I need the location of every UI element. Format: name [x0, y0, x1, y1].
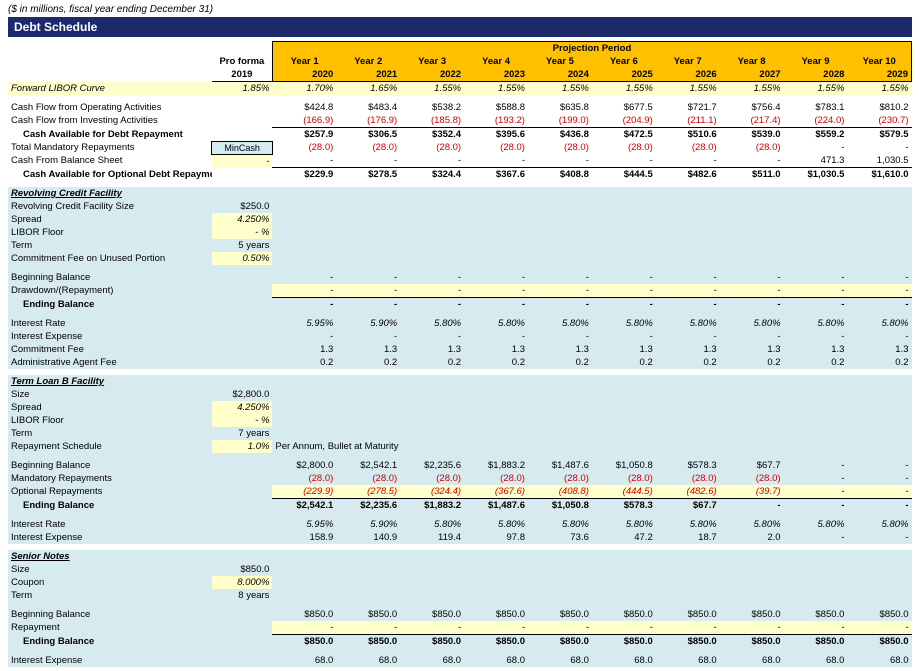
- title: Debt Schedule: [8, 17, 912, 37]
- subtitle: ($ in millions, fiscal year ending Decem…: [8, 4, 912, 15]
- debt-schedule-table: Projection PeriodPro formaYear 1Year 2Ye…: [8, 41, 912, 667]
